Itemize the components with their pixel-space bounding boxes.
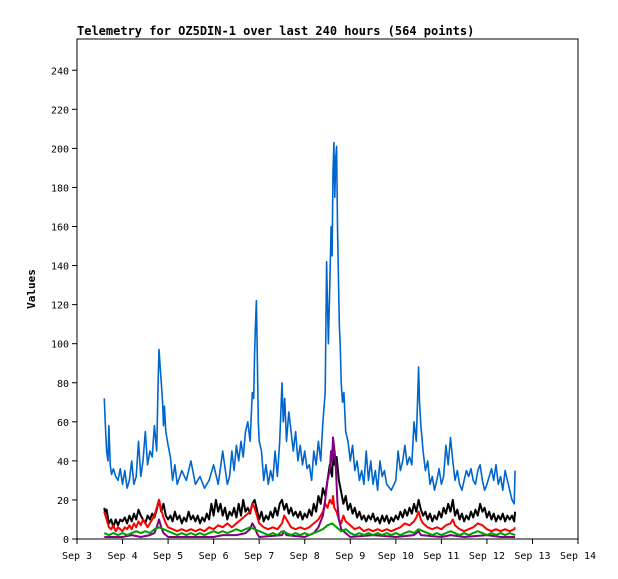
x-tick-label: Sep 9	[335, 551, 365, 562]
y-tick-label: 220	[51, 105, 69, 116]
y-tick-label: 240	[51, 66, 69, 77]
x-axis: Sep 3 Sep 4 Sep 5 Sep 6 Sep 7 Sep 8 Sep 9 Sep 1…	[62, 539, 596, 562]
series-layer	[103, 141, 517, 538]
y-tick-label: 140	[51, 262, 69, 273]
x-tick-label: Sep 5	[153, 551, 183, 562]
x-tick-label: Sep 11	[423, 551, 459, 562]
x-tick-label: Sep 10	[378, 551, 414, 562]
plot-area-frame	[76, 38, 579, 540]
y-tick-label: 0	[63, 535, 69, 546]
y-axis: 0 20 40 60 80 100 120 140 160 180 200 220 240	[51, 66, 77, 546]
y-tick-label: 60	[57, 418, 69, 429]
y-axis-label: Values	[25, 269, 38, 309]
y-tick-label: 120	[51, 301, 69, 312]
y-tick-label: 180	[51, 183, 69, 194]
series-line-1	[103, 452, 517, 529]
series-line-2	[103, 495, 517, 533]
y-tick-label: 160	[51, 223, 69, 234]
chart-title: Telemetry for OZ5DIN-1 over last 240 hou…	[77, 24, 474, 38]
x-tick-label: Sep 3	[62, 551, 92, 562]
x-tick-label: Sep 4	[107, 551, 137, 562]
x-tick-label: Sep 8	[290, 551, 320, 562]
y-tick-label: 40	[57, 457, 69, 468]
x-tick-label: Sep 13	[514, 551, 550, 562]
x-tick-label: Sep 7	[244, 551, 274, 562]
x-tick-label: Sep 12	[469, 551, 505, 562]
x-tick-label: Sep 14	[560, 551, 596, 562]
y-tick-label: 80	[57, 379, 69, 390]
y-tick-label: 200	[51, 144, 69, 155]
series-line-4	[103, 522, 516, 537]
y-tick-label: 20	[57, 496, 69, 507]
x-tick-label: Sep 6	[199, 551, 229, 562]
y-tick-label: 100	[51, 340, 69, 351]
series-line-0	[103, 141, 516, 505]
